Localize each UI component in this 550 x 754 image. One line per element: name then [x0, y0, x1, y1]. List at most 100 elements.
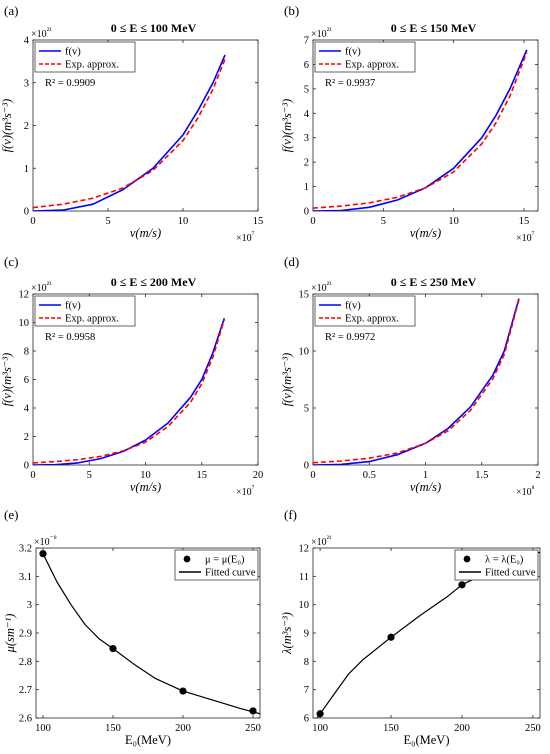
legend-box [454, 549, 539, 581]
data-point [179, 687, 187, 695]
x-multiplier-base: ×10 [236, 233, 252, 244]
y-multiplier: ×10²³ [31, 26, 52, 40]
y-axis-label: f(v)(m³s⁻³) [0, 99, 14, 153]
series-line-f-v- [313, 49, 528, 211]
x-tick-label: 100 [35, 723, 51, 734]
x-tick-label: 10 [448, 216, 459, 227]
x-multiplier: ×10⁸ [516, 484, 535, 498]
x-multiplier-power: ⁷ [252, 484, 255, 493]
series-line-f-v- [33, 54, 226, 211]
y-axis-label: f(v)(m³s⁻³) [280, 353, 294, 407]
plot-area [42, 553, 260, 715]
y-tick-label: 0 [24, 207, 29, 218]
data-point [316, 710, 324, 718]
y-tick-label: 4 [304, 109, 310, 120]
y-multiplier-power: ⁻⁸ [50, 534, 57, 543]
y-multiplier-base: ×10 [311, 29, 327, 40]
y-tick-label: 10 [299, 600, 310, 611]
x-tick-label: 5 [381, 216, 386, 227]
y-multiplier: ×10²³ [311, 280, 332, 294]
plot-area [33, 54, 226, 211]
x-multiplier-power: ⁸ [532, 484, 535, 493]
chart-title: 0 ≤ E ≤ 250 MeV [391, 275, 477, 289]
legend-marker [463, 555, 471, 563]
x-tick-label: 250 [245, 723, 261, 734]
x-multiplier-base: ×10 [516, 233, 532, 244]
x-tick-label: 0.5 [363, 470, 376, 481]
legend-label: Fitted curve [205, 568, 256, 579]
y-multiplier-power: ²³ [47, 26, 52, 35]
legend: f(v) Exp. approx. [314, 295, 416, 327]
x-axis-label: v(m/s) [130, 480, 161, 494]
x-tick-label: 100 [312, 723, 328, 734]
legend: f(v) Exp. approx. [314, 41, 416, 73]
legend-label: f(v) [65, 301, 81, 312]
series-line-exp-approx- [313, 299, 520, 464]
x-tick-label: 0 [30, 216, 35, 227]
plot-area [33, 317, 226, 465]
y-tick-label: 4 [24, 404, 30, 415]
legend-label: Exp. approx. [65, 60, 119, 71]
x-multiplier: ×10⁷ [516, 230, 535, 244]
series-line-f-v- [33, 317, 226, 465]
y-tick-label: 8 [24, 347, 29, 358]
y-tick-label: 7 [304, 685, 309, 696]
chart-panel-f: 100 150 200 250 6 7 8 9 10 11 12×10²¹ (f) E₀(MeV) λ(m… [280, 507, 541, 747]
plot-area [313, 298, 520, 465]
y-tick-label: 3.2 [19, 544, 32, 555]
chart-title: 0 ≤ E ≤ 100 MeV [111, 21, 197, 35]
y-tick-label: 3 [304, 133, 309, 144]
legend-box [314, 295, 416, 327]
y-tick-label: 2.7 [19, 685, 32, 696]
plot-area [313, 49, 528, 211]
y-tick-label: 0 [24, 461, 29, 472]
x-multiplier-base: ×10 [516, 487, 532, 498]
y-tick-label: 2 [304, 158, 309, 169]
legend-box [34, 295, 136, 327]
y-multiplier-base: ×10 [31, 29, 47, 40]
data-point [458, 581, 466, 589]
y-tick-label: 15 [299, 290, 310, 301]
y-tick-label: 5 [304, 84, 309, 95]
x-axis-label: v(m/s) [130, 226, 161, 240]
x-axis-label: E₀(MeV) [403, 733, 449, 747]
x-tick-label: 15 [197, 470, 208, 481]
y-axis-label: f(v)(m³s⁻³) [280, 99, 294, 153]
x-tick-label: 0 [310, 216, 315, 227]
y-tick-label: 0 [304, 461, 309, 472]
x-multiplier-power: ⁷ [532, 230, 535, 239]
y-multiplier-base: ×10 [31, 283, 47, 294]
panel-label: (d) [284, 254, 299, 269]
x-axis-label: v(m/s) [410, 480, 441, 494]
chart-title: 0 ≤ E ≤ 150 MeV [391, 21, 477, 35]
x-tick-label: 200 [175, 723, 191, 734]
y-axis-label: f(v)(m³s⁻³) [0, 353, 14, 407]
y-multiplier: ×10⁻⁸ [34, 534, 57, 548]
series-line-exp-approx- [33, 319, 226, 464]
legend-label: f(v) [345, 301, 361, 312]
legend: λ = λ(E₀) Fitted curve [454, 549, 539, 581]
x-multiplier: ×10⁷ [236, 484, 255, 498]
y-multiplier: ×10²¹ [311, 534, 332, 548]
legend-label: λ = λ(E₀) [485, 555, 524, 566]
x-multiplier-base: ×10 [236, 487, 252, 498]
legend: f(v) Exp. approx. [34, 41, 136, 73]
y-multiplier: ×10²³ [311, 26, 332, 40]
y-multiplier-power: ²¹ [327, 534, 332, 543]
x-tick-label: 1.5 [475, 470, 488, 481]
x-multiplier: ×10⁷ [236, 230, 255, 244]
legend-label: Exp. approx. [345, 314, 399, 325]
legend: μ = μ(E₀) Fitted curve [174, 549, 259, 581]
legend-box [34, 41, 136, 73]
panel-label: (a) [4, 3, 18, 18]
y-tick-label: 11 [299, 572, 309, 583]
x-axis-label: E₀(MeV) [125, 733, 171, 747]
x-tick-label: 20 [253, 470, 264, 481]
legend-label: Exp. approx. [65, 314, 119, 325]
x-tick-label: 5 [105, 216, 110, 227]
x-tick-label: 0 [30, 470, 35, 481]
y-tick-label: 3 [27, 600, 32, 611]
